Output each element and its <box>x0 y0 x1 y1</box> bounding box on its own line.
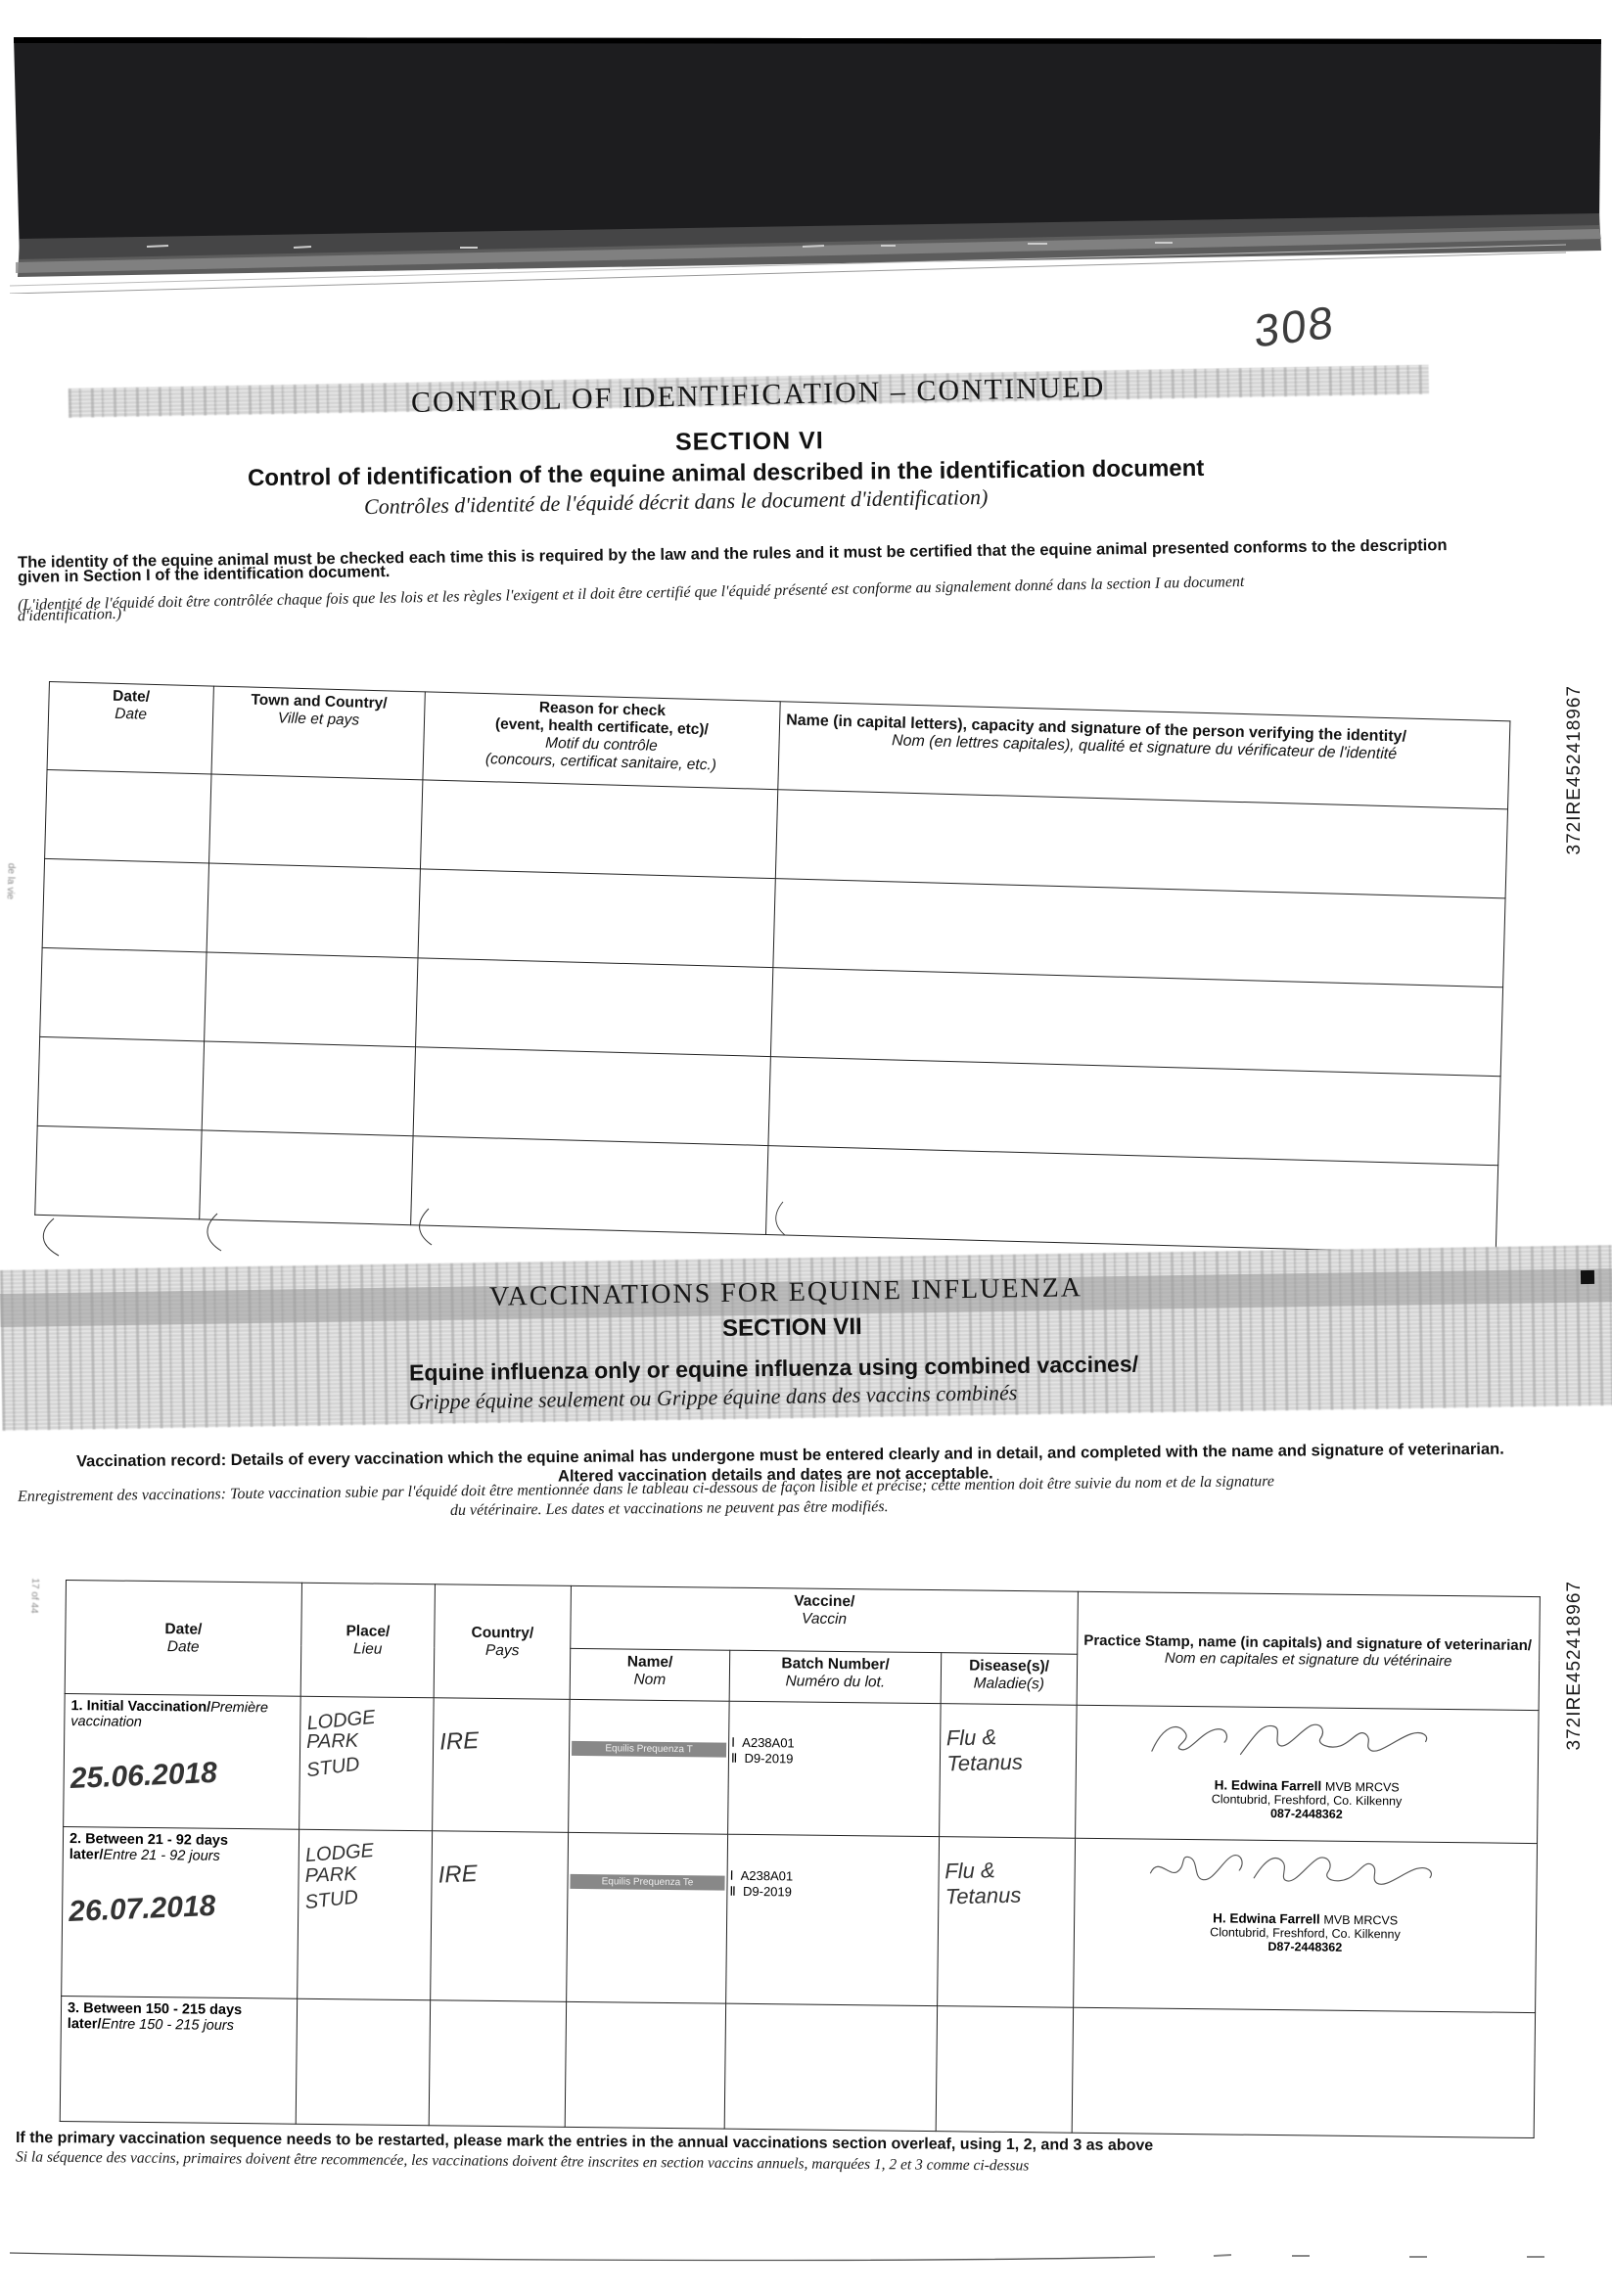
svg-text:308: 308 <box>1254 296 1335 356</box>
